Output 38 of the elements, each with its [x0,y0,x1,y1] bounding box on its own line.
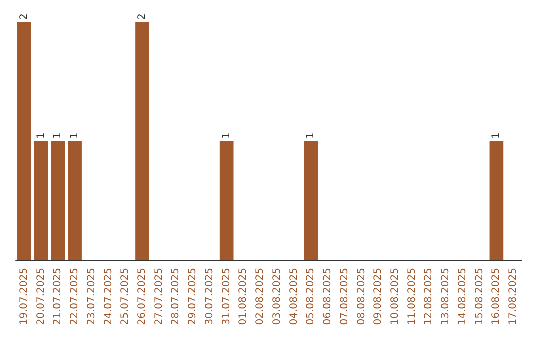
x-tick-label: 24.07.2025 [103,268,114,326]
x-tick-label: 07.08.2025 [339,268,350,326]
x-tick-label: 21.07.2025 [52,268,64,326]
x-tick-label: 11.08.2025 [406,268,418,326]
x-tick-label: 26.07.2025 [137,268,148,326]
data-label: 1 [36,132,47,139]
x-tick-label: 17.08.2025 [508,268,520,326]
x-tick-label: 01.08.2025 [238,268,250,326]
x-tick-label: 03.08.2025 [272,268,283,326]
x-tick-label: 09.08.2025 [373,268,384,326]
x-tick-label: 30.07.2025 [204,268,216,326]
x-tick-label: 31.07.2025 [221,268,232,326]
data-label: 2 [137,14,148,20]
x-tick-label: 10.08.2025 [390,268,401,326]
x-tick-label: 08.08.2025 [356,268,368,326]
x-tick-label: 06.08.2025 [322,268,334,326]
x-tick-label: 05.08.2025 [306,268,317,326]
data-label: 1 [221,132,232,139]
x-tick-label: 15.08.2025 [474,268,486,326]
x-tick-label: 04.08.2025 [288,268,300,326]
x-tick-label: 12.08.2025 [424,268,435,326]
x-tick-label: 27.07.2025 [154,268,165,326]
data-label: 1 [52,132,64,139]
x-tick-label: 22.07.2025 [70,268,81,326]
x-tick-label: 14.08.2025 [457,268,468,326]
data-label: 1 [491,132,502,139]
x-tick-label: 28.07.2025 [170,268,182,326]
x-tick-label: 20.07.2025 [36,268,47,326]
x-tick-label: 23.07.2025 [86,268,98,326]
data-label: 1 [70,132,81,139]
data-label: 1 [306,132,317,139]
x-tick-label: 29.07.2025 [188,268,199,326]
x-tick-label: 13.08.2025 [440,268,452,326]
x-tick-label: 02.08.2025 [255,268,266,326]
x-tick-label: 16.08.2025 [491,268,502,326]
x-tick-label: 25.07.2025 [120,268,132,326]
data-label: 2 [18,14,30,20]
x-tick-label: 19.07.2025 [18,268,30,326]
